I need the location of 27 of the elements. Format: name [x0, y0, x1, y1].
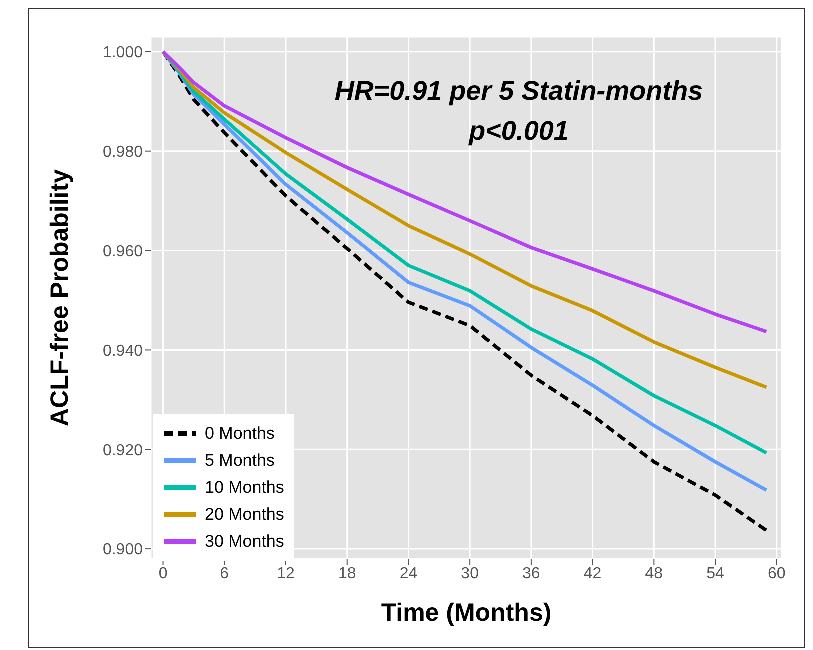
legend-label: 10 Months	[205, 477, 284, 499]
y-tick-label: 0.920	[102, 442, 144, 460]
legend-label: 20 Months	[205, 504, 284, 526]
y-tick-label: 0.900	[102, 542, 144, 559]
line-series	[162, 50, 768, 334]
x-tick-label: 24	[400, 565, 418, 582]
y-tick-label: 1.000	[102, 44, 144, 62]
x-tick-label: 12	[277, 565, 295, 582]
x-tick-label: 30	[461, 565, 480, 582]
annotation: HR=0.91 per 5 Statin-months	[334, 75, 704, 108]
x-tick-label: 48	[645, 565, 664, 582]
x-tick-label: 60	[768, 565, 786, 582]
x-tick-label: 6	[220, 565, 230, 582]
legend-label: 5 Months	[205, 450, 275, 472]
x-tick-label: 18	[338, 565, 356, 582]
y-axis-title: ACLF-free Probability	[46, 169, 74, 426]
y-tick-label: 0.980	[102, 144, 144, 162]
y-tick-label: 0.940	[102, 342, 144, 360]
legend-label: 0 Months	[205, 423, 275, 445]
legend-label: 30 Months	[205, 531, 284, 553]
annotation: p<0.001	[468, 115, 570, 148]
x-tick-label: 54	[706, 565, 725, 582]
y-tick-label: 0.960	[102, 243, 144, 260]
x-axis-title: Time (Months)	[381, 599, 552, 627]
x-tick-label: 36	[522, 565, 540, 582]
x-tick-label: 0	[158, 565, 168, 582]
x-tick-label: 42	[584, 565, 602, 582]
